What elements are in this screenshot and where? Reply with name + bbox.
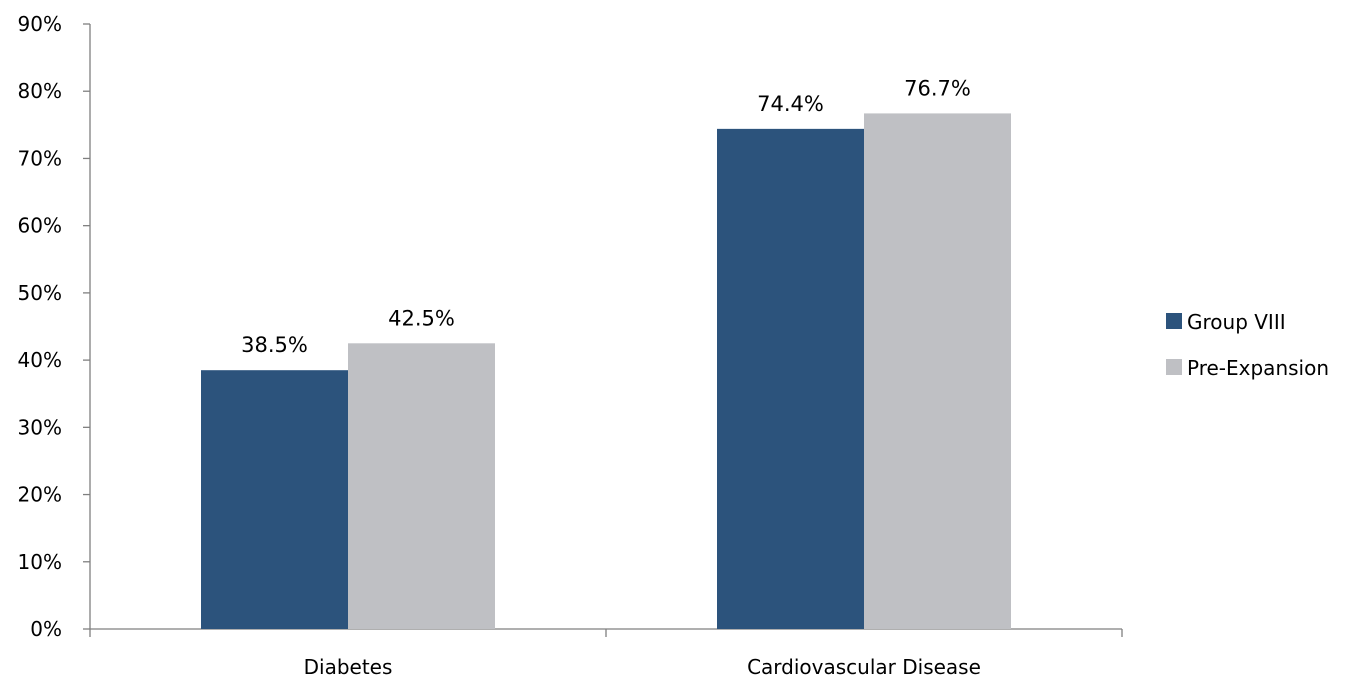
y-tick-label: 80% [18, 79, 62, 103]
legend-swatch [1166, 313, 1182, 329]
legend: Group VIII Pre-Expansion [1166, 310, 1329, 380]
y-tick-label: 50% [18, 281, 62, 305]
y-tick-label: 20% [18, 483, 62, 507]
data-label: 74.4% [757, 92, 824, 116]
data-label: 42.5% [388, 306, 455, 330]
x-axis: Diabetes Cardiovascular Disease [89, 628, 1123, 679]
y-tick-label: 0% [30, 617, 62, 641]
bars [201, 113, 1011, 629]
data-labels: 38.5% 42.5% 74.4% 76.7% [241, 76, 971, 357]
y-axis: 0% 10% 20% 30% 40% 50% 60% 70% 80% 90% [18, 12, 91, 641]
bar [864, 113, 1011, 629]
y-tick-label: 40% [18, 348, 62, 372]
y-tick-label: 70% [18, 146, 62, 170]
legend-label: Pre-Expansion [1187, 356, 1329, 380]
y-tick-label: 10% [18, 550, 62, 574]
y-tick-label: 60% [18, 214, 62, 238]
data-label: 38.5% [241, 333, 308, 357]
legend-swatch [1166, 359, 1182, 375]
bar [717, 128, 864, 629]
bar [348, 343, 495, 629]
y-tick-label: 30% [18, 415, 62, 439]
data-label: 76.7% [904, 76, 971, 100]
legend-label: Group VIII [1187, 310, 1286, 334]
x-category-label: Cardiovascular Disease [747, 655, 981, 679]
y-tick-label: 90% [18, 12, 62, 36]
bar [201, 370, 348, 629]
x-category-label: Diabetes [304, 655, 393, 679]
